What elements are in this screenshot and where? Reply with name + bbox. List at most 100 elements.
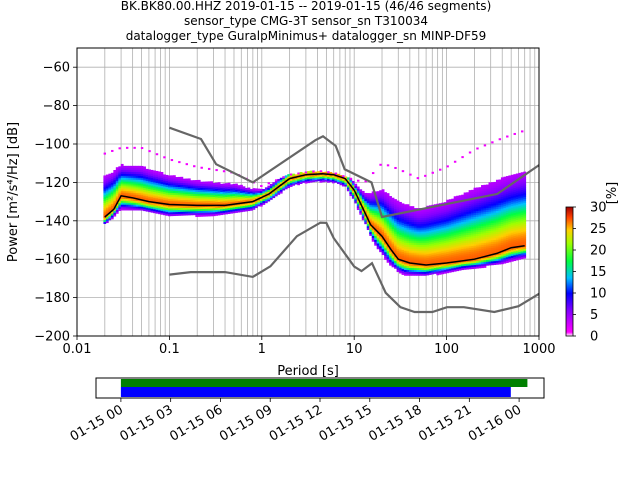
psd-cell: [513, 208, 517, 212]
psd-cell: [175, 192, 179, 195]
psd-cell: [277, 188, 281, 191]
psd-cell: [483, 204, 487, 207]
psd-cell: [391, 243, 395, 247]
psd-cell: [495, 254, 499, 258]
psd-cell: [369, 214, 373, 217]
psd-cell: [505, 187, 509, 190]
psd-cell: [468, 266, 472, 270]
psd-cell: [379, 190, 382, 193]
psd-cell: [336, 177, 340, 181]
psd-cell: [523, 238, 527, 242]
psd-cell: [503, 230, 507, 233]
psd-cell: [349, 193, 353, 196]
psd-cell: [115, 190, 119, 193]
psd-cell: [235, 210, 238, 213]
psd-cell: [404, 206, 407, 209]
psd-outlier-cell: [125, 146, 129, 149]
psd-cell: [279, 185, 283, 188]
psd-cell: [371, 235, 375, 238]
psd-cell: [371, 222, 375, 225]
psd-cell: [520, 216, 524, 219]
psd-cell: [322, 174, 325, 177]
psd-cell: [252, 203, 256, 206]
psd-cell: [471, 214, 474, 218]
psd-cell: [520, 222, 524, 225]
psd-cell: [272, 191, 276, 195]
psd-cell: [145, 186, 149, 189]
psd-cell: [289, 182, 293, 185]
psd-cell: [453, 255, 457, 259]
psd-cell: [384, 207, 387, 210]
psd-cell: [259, 194, 263, 197]
psd-cell: [399, 219, 402, 222]
psd-cell: [438, 247, 442, 250]
psd-cell: [488, 241, 492, 245]
psd-cell: [438, 216, 442, 220]
psd-cell: [394, 214, 397, 217]
psd-cell: [461, 202, 464, 205]
psd-cell: [212, 196, 216, 199]
psd-cell: [245, 205, 248, 208]
psd-cell: [486, 263, 489, 266]
psd-cell: [473, 245, 477, 248]
psd-cell: [135, 171, 139, 174]
psd-cell: [180, 190, 184, 193]
psd-cell: [140, 202, 144, 205]
psd-cell: [466, 246, 469, 249]
psd-cell: [416, 267, 420, 270]
psd-cell: [476, 243, 479, 246]
psd-cell: [145, 197, 149, 201]
psd-cell: [478, 262, 482, 265]
psd-cell: [356, 186, 360, 189]
psd-cell: [466, 249, 469, 253]
psd-cell: [466, 263, 469, 266]
psd-cell: [478, 258, 482, 261]
psd-cell: [515, 248, 519, 251]
psd-cell: [215, 186, 219, 189]
psd-cell: [163, 208, 166, 212]
psd-cell: [438, 258, 442, 262]
psd-cell: [413, 236, 417, 240]
psd-cell: [451, 215, 455, 219]
psd-cell: [443, 227, 447, 230]
psd-cell: [446, 218, 450, 222]
psd-outlier-cell: [491, 141, 494, 144]
psd-cell: [466, 240, 469, 243]
psd-cell: [232, 199, 236, 202]
psd-cell: [483, 219, 487, 222]
psd-cell: [381, 229, 385, 232]
psd-cell: [406, 238, 410, 242]
psd-cell: [510, 241, 514, 245]
psd-cell: [423, 213, 427, 217]
psd-cell: [215, 198, 219, 201]
psd-cell: [446, 226, 450, 230]
psd-cell: [163, 212, 166, 216]
psd-cell: [441, 206, 445, 209]
psd-cell: [369, 204, 373, 208]
psd-cell: [187, 201, 191, 204]
psd-cell: [486, 222, 489, 226]
psd-cell: [468, 220, 472, 224]
psd-cell: [381, 218, 385, 221]
psd-cell: [495, 248, 499, 252]
psd-cell: [210, 208, 214, 211]
psd-cell: [138, 190, 141, 194]
psd-cell: [418, 259, 422, 263]
psd-cell: [436, 226, 440, 230]
psd-cell: [235, 185, 238, 188]
psd-cell: [406, 246, 410, 249]
psd-cell: [322, 175, 325, 179]
psd-cell: [476, 245, 479, 248]
psd-cell: [242, 207, 246, 210]
psd-cell: [158, 181, 161, 184]
psd-cell: [329, 177, 333, 181]
psd-cell: [148, 190, 151, 193]
psd-cell: [476, 248, 479, 252]
psd-cell: [317, 171, 320, 174]
psd-cell: [481, 200, 484, 203]
psd-cell: [331, 175, 335, 178]
psd-cell: [376, 229, 380, 232]
psd-cell: [431, 245, 435, 248]
psd-cell: [513, 233, 517, 237]
psd-cell: [384, 222, 387, 226]
